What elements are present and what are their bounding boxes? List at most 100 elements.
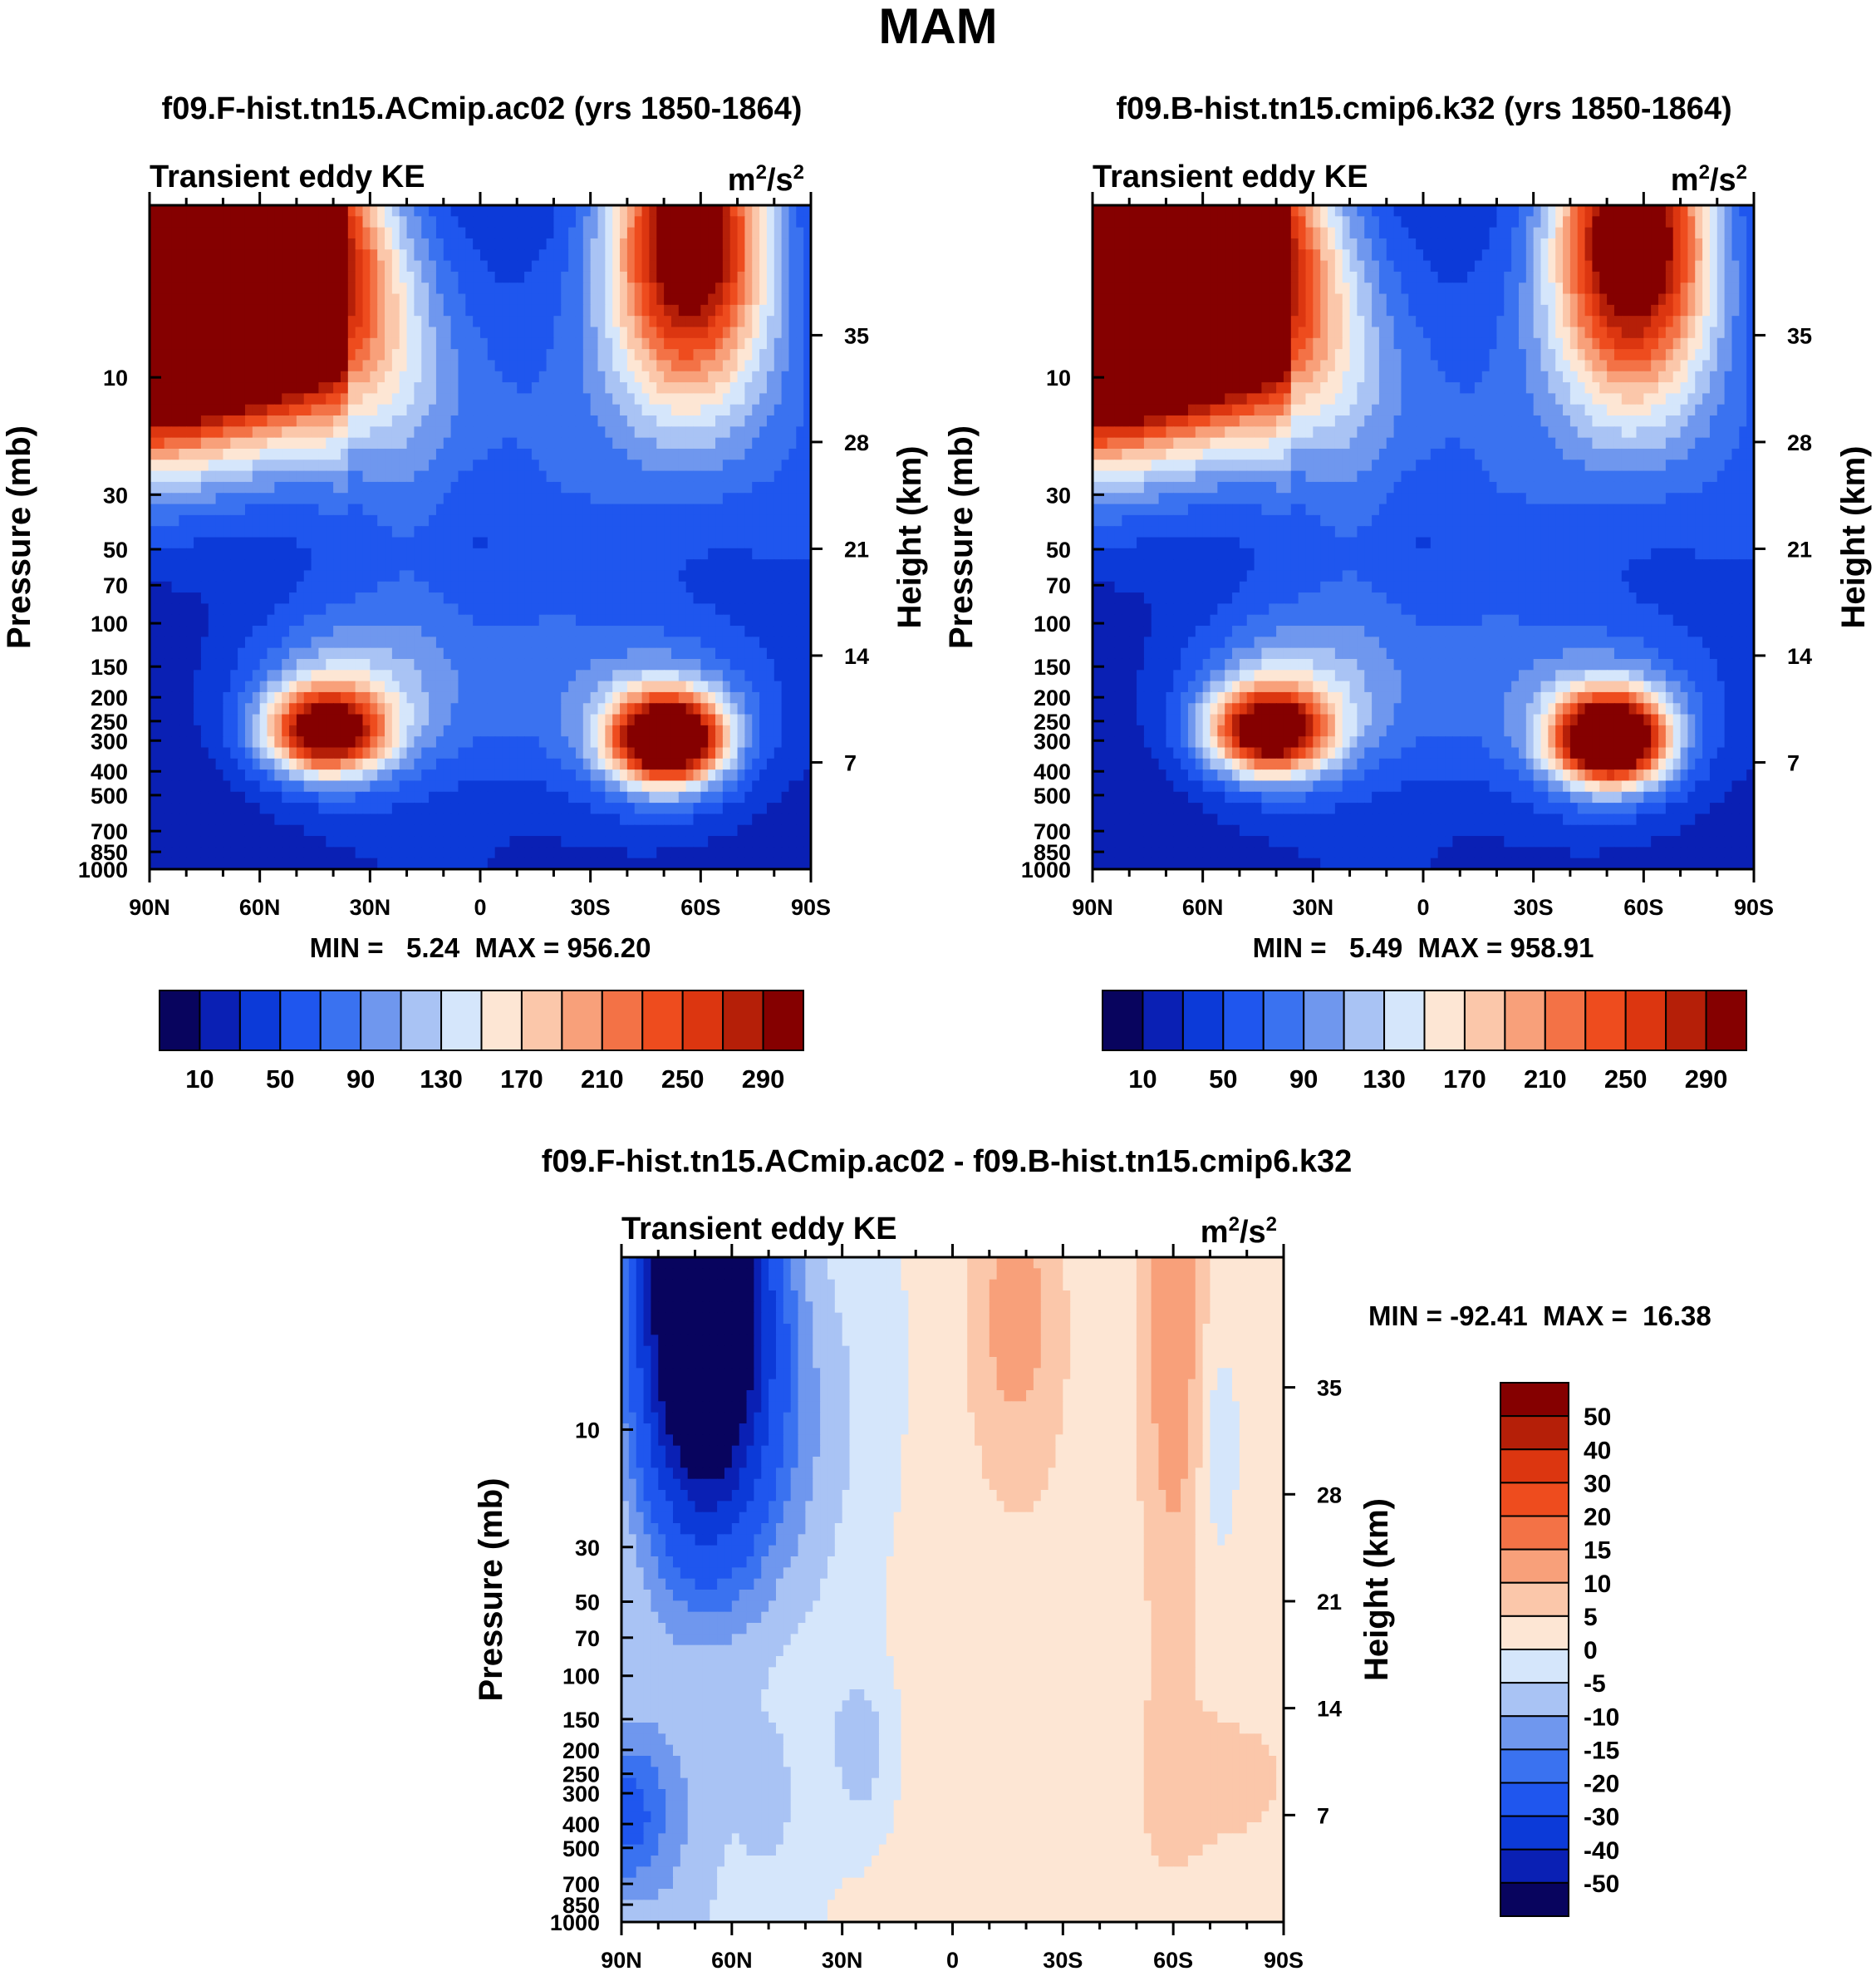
contour-cell [370, 514, 378, 527]
contour-cell [347, 559, 356, 572]
contour-cell [656, 681, 665, 693]
contour-cell [230, 570, 238, 583]
contour-cell [612, 736, 621, 749]
contour-cell [612, 791, 621, 804]
contour-cell [267, 780, 275, 793]
contour-cell [641, 415, 651, 427]
contour-cell [759, 238, 768, 250]
contour-cell [620, 559, 628, 572]
contour-cell [605, 758, 613, 770]
contour-cell [678, 592, 687, 604]
contour-cell [171, 460, 179, 472]
contour-cell [708, 791, 716, 804]
contour-cell [414, 293, 422, 306]
contour-cell [700, 393, 709, 406]
contour-cell [458, 603, 466, 616]
contour-cell [494, 647, 503, 660]
contour-cell [150, 537, 158, 549]
contour-cell [788, 481, 797, 494]
contour-cell [641, 382, 651, 394]
contour-cell [729, 614, 739, 627]
contour-cell [553, 260, 562, 273]
contour-cell [700, 526, 709, 538]
contour-cell [480, 581, 489, 593]
contour-cell [722, 337, 731, 350]
contour-cell [274, 703, 282, 715]
contour-cell [473, 481, 481, 494]
contour-cell [605, 592, 613, 604]
contour-cell [656, 304, 665, 317]
contour-cell [773, 360, 783, 372]
contour-cell [150, 637, 158, 649]
contour-cell [582, 736, 592, 749]
contour-cell [282, 481, 290, 494]
contour-cell [796, 559, 804, 572]
contour-cell [296, 249, 305, 262]
contour-cell [582, 670, 592, 682]
contour-cell [685, 670, 695, 682]
contour-cell [208, 681, 217, 693]
contour-cell [803, 437, 811, 450]
contour-cell [355, 415, 364, 427]
contour-cell [649, 216, 657, 229]
contour-cell [259, 637, 268, 649]
contour-cell [443, 271, 452, 283]
contour-cell [347, 493, 356, 505]
contour-cell [303, 271, 312, 283]
contour-cell [590, 460, 599, 472]
contour-cell [194, 415, 202, 427]
contour-cell [443, 415, 452, 427]
contour-cell [656, 581, 665, 593]
contour-cell [759, 460, 768, 472]
contour-cell [171, 283, 179, 295]
contour-cell [670, 382, 680, 394]
contour-cell [311, 448, 320, 460]
contour-cell [620, 747, 628, 759]
contour-cell [634, 426, 643, 439]
contour-cell [194, 470, 202, 483]
contour-cell [458, 647, 466, 660]
contour-cell [568, 581, 577, 593]
contour-cell [156, 382, 165, 394]
contour-cell [788, 249, 797, 262]
contour-cell [156, 637, 165, 649]
contour-cell [296, 393, 305, 406]
contour-cell [443, 769, 452, 782]
contour-cell [230, 371, 238, 383]
contour-cell [612, 514, 621, 527]
contour-cell [296, 614, 305, 627]
contour-cell [435, 437, 444, 450]
contour-cell [355, 526, 364, 538]
contour-cell [465, 349, 474, 361]
contour-cell [259, 670, 268, 682]
contour-cell [244, 681, 253, 693]
contour-cell [340, 304, 349, 317]
contour-cell [443, 426, 452, 439]
contour-cell [664, 691, 672, 704]
contour-cell [377, 581, 386, 593]
contour-cell [634, 249, 643, 262]
contour-cell [370, 360, 378, 372]
contour-cell [773, 769, 783, 782]
contour-cell [208, 227, 217, 239]
contour-cell [553, 337, 562, 350]
contour-cell [296, 791, 305, 804]
contour-cell [517, 470, 525, 483]
contour-cell [766, 691, 775, 704]
contour-cell [487, 681, 496, 693]
contour-cell [223, 249, 231, 262]
contour-cell [259, 559, 268, 572]
contour-cell [370, 791, 378, 804]
contour-cell [715, 415, 724, 427]
contour-cell [274, 736, 282, 749]
contour-cell [708, 603, 716, 616]
contour-cell [238, 526, 246, 538]
contour-cell [685, 769, 695, 782]
contour-cell [708, 249, 716, 262]
contour-cell [561, 404, 569, 416]
contour-cell [473, 637, 481, 649]
contour-cell [715, 227, 724, 239]
contour-cell [377, 260, 386, 273]
contour-cell [509, 747, 518, 759]
contour-cell [597, 293, 606, 306]
